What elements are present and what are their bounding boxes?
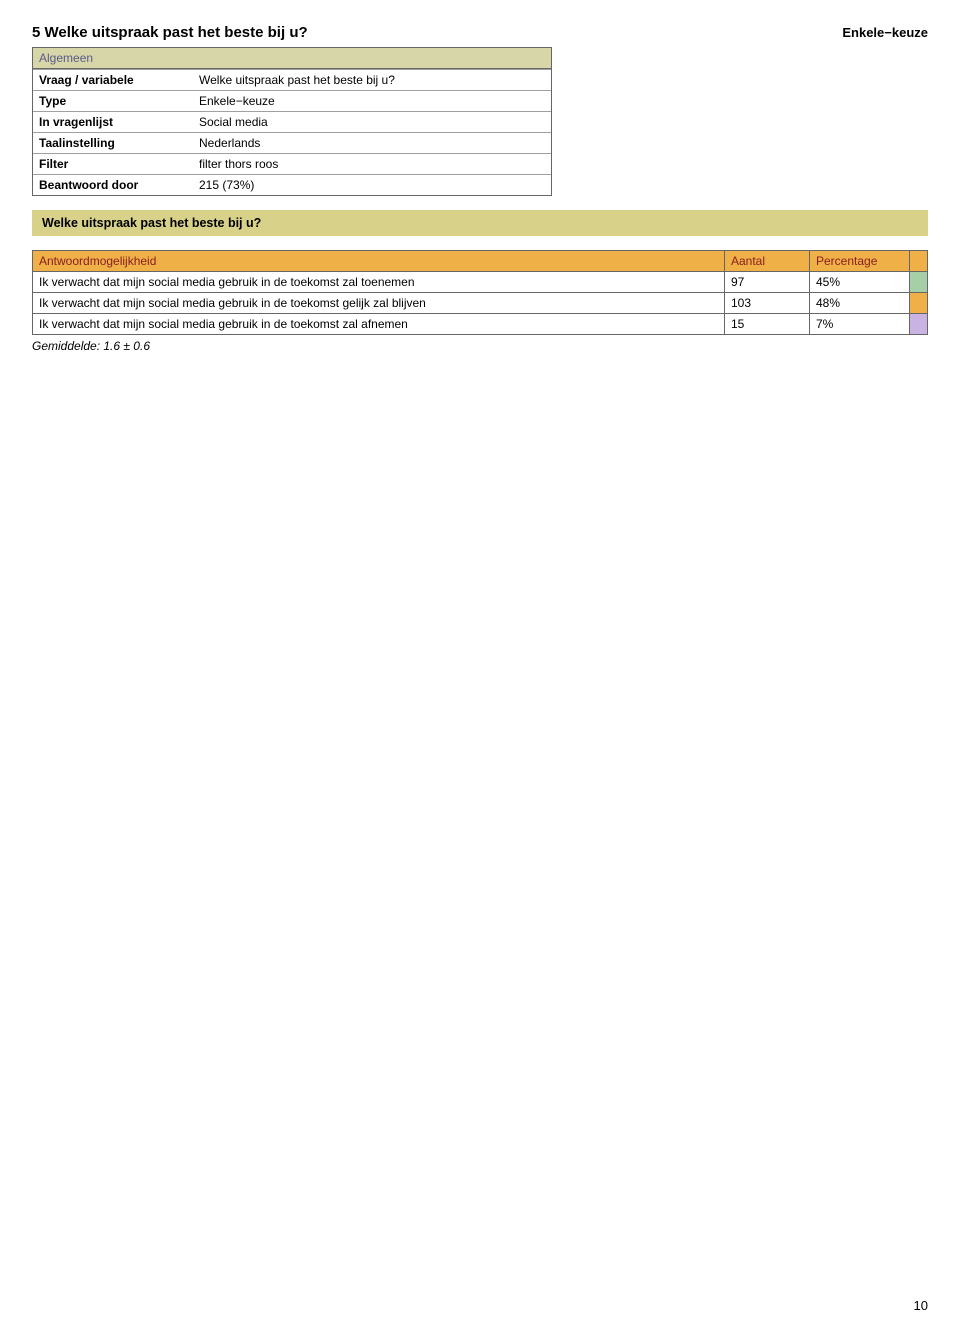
meta-key: Filter [33,154,193,174]
table-row: Ik verwacht dat mijn social media gebrui… [33,293,928,314]
meta-val: Nederlands [193,133,551,153]
page-number: 10 [914,1298,928,1313]
meta-val: filter thors roos [193,154,551,174]
question-type: Enkele−keuze [842,25,928,40]
meta-key: Taalinstelling [33,133,193,153]
meta-key: Beantwoord door [33,175,193,195]
average-text: Gemiddelde: 1.6 ± 0.6 [32,339,928,353]
answer-label: Ik verwacht dat mijn social media gebrui… [33,272,725,293]
question-header: 5 Welke uitspraak past het beste bij u? … [32,24,928,41]
meta-section-label: Algemeen [33,47,551,69]
question-band: Welke uitspraak past het beste bij u? [32,210,928,236]
results-table: Antwoordmogelijkheid Aantal Percentage I… [32,250,928,335]
answer-swatch [910,272,928,293]
table-row: Ik verwacht dat mijn social media gebrui… [33,272,928,293]
answer-label: Ik verwacht dat mijn social media gebrui… [33,314,725,335]
answer-pct: 45% [810,272,910,293]
question-title: 5 Welke uitspraak past het beste bij u? [32,24,308,41]
answer-label: Ik verwacht dat mijn social media gebrui… [33,293,725,314]
answer-aantal: 97 [725,272,810,293]
col-label: Antwoordmogelijkheid [33,251,725,272]
meta-box: Algemeen Vraag / variabele Welke uitspra… [32,47,552,196]
col-percentage: Percentage [810,251,910,272]
answer-aantal: 103 [725,293,810,314]
col-aantal: Aantal [725,251,810,272]
table-row: Ik verwacht dat mijn social media gebrui… [33,314,928,335]
meta-key: Type [33,91,193,111]
meta-val: Social media [193,112,551,132]
meta-key: In vragenlijst [33,112,193,132]
meta-val: Welke uitspraak past het beste bij u? [193,70,551,90]
meta-key: Vraag / variabele [33,70,193,90]
answer-aantal: 15 [725,314,810,335]
meta-val: Enkele−keuze [193,91,551,111]
answer-swatch [910,293,928,314]
answer-pct: 7% [810,314,910,335]
meta-val: 215 (73%) [193,175,551,195]
col-swatch-header [910,251,928,272]
answer-pct: 48% [810,293,910,314]
answer-swatch [910,314,928,335]
